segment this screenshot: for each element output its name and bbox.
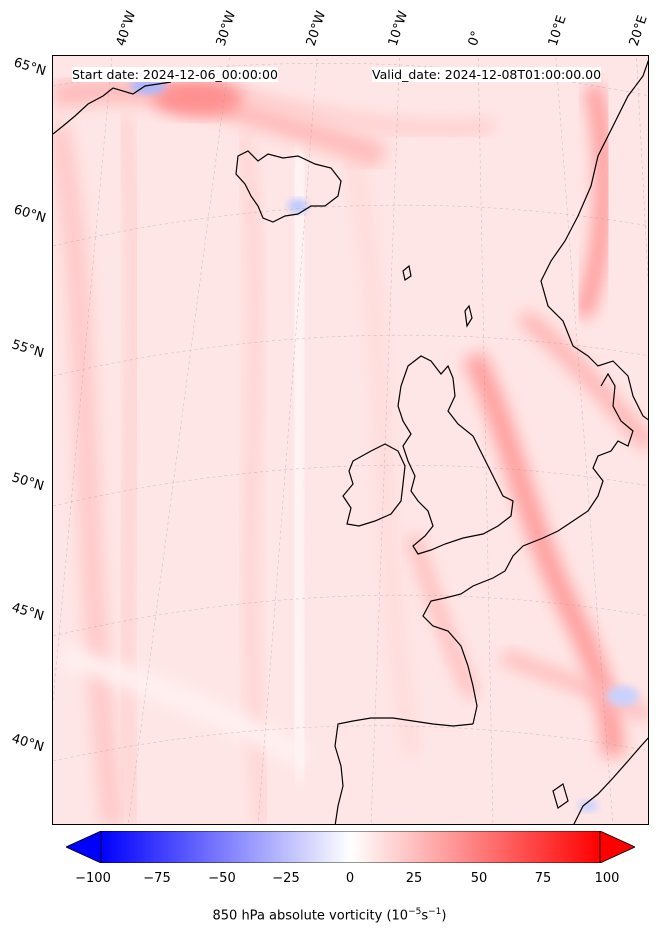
- graticule: [53, 56, 648, 824]
- lat-label-60n: 60°N: [11, 202, 48, 227]
- coastlines: [53, 59, 648, 824]
- lon-label-10w: 10°W: [385, 9, 412, 48]
- greenland-coast: [53, 81, 172, 135]
- colorbar-body: [100, 831, 601, 863]
- mediterranean-coast: [573, 737, 648, 824]
- valid-date-label: Valid_date: 2024-12-08T01:00:00.00: [372, 67, 602, 82]
- denmark-coast: [422, 372, 634, 725]
- colorbar-tick-100: 100: [594, 871, 620, 886]
- sardinia-coast: [552, 783, 569, 809]
- faroe-islands: [402, 264, 412, 281]
- lon-label-40w: 40°W: [113, 9, 140, 48]
- colorbar-extend-right: [599, 831, 635, 863]
- iceland-coast: [235, 150, 342, 223]
- shetland-islands: [464, 304, 473, 328]
- lon-label-20w: 20°W: [303, 9, 330, 48]
- lon-label-0: 0°: [465, 29, 485, 48]
- vorticity-field-streaks: [53, 77, 648, 824]
- colorbar-tick-75: 75: [534, 871, 552, 886]
- colorbar-tick-0: 0: [345, 871, 355, 886]
- europe-west-coast: [540, 59, 648, 421]
- iberia-coast: [334, 717, 474, 824]
- ireland-coast: [342, 443, 406, 527]
- lon-label-20e: 20°E: [626, 13, 651, 49]
- lat-label-55n: 55°N: [9, 337, 46, 362]
- colorbar-extend-left: [66, 831, 102, 863]
- lat-label-45n: 45°N: [9, 600, 46, 625]
- map-canvas: [53, 56, 648, 824]
- colorbar-tick-minus75: −75: [143, 871, 171, 886]
- colorbar-tick-minus100: −100: [75, 871, 111, 886]
- colorbar-tick-25: 25: [405, 871, 423, 886]
- lon-label-30w: 30°W: [213, 9, 240, 48]
- vorticity-map: [52, 55, 649, 825]
- colorbar-label: 850 hPa absolute vorticity (10−5s−1): [212, 907, 447, 924]
- lon-label-10e: 10°E: [545, 13, 570, 49]
- lat-label-50n: 50°N: [9, 470, 46, 495]
- great-britain-coast: [397, 355, 514, 555]
- colorbar-tick-minus25: −25: [272, 871, 300, 886]
- lat-label-65n: 65°N: [11, 55, 48, 80]
- colorbar-tick-minus50: −50: [208, 871, 236, 886]
- colorbar: [66, 831, 635, 863]
- colorbar-tick-50: 50: [470, 871, 488, 886]
- start-date-label: Start date: 2024-12-06_00:00:00: [72, 67, 278, 82]
- lat-label-40n: 40°N: [9, 731, 46, 756]
